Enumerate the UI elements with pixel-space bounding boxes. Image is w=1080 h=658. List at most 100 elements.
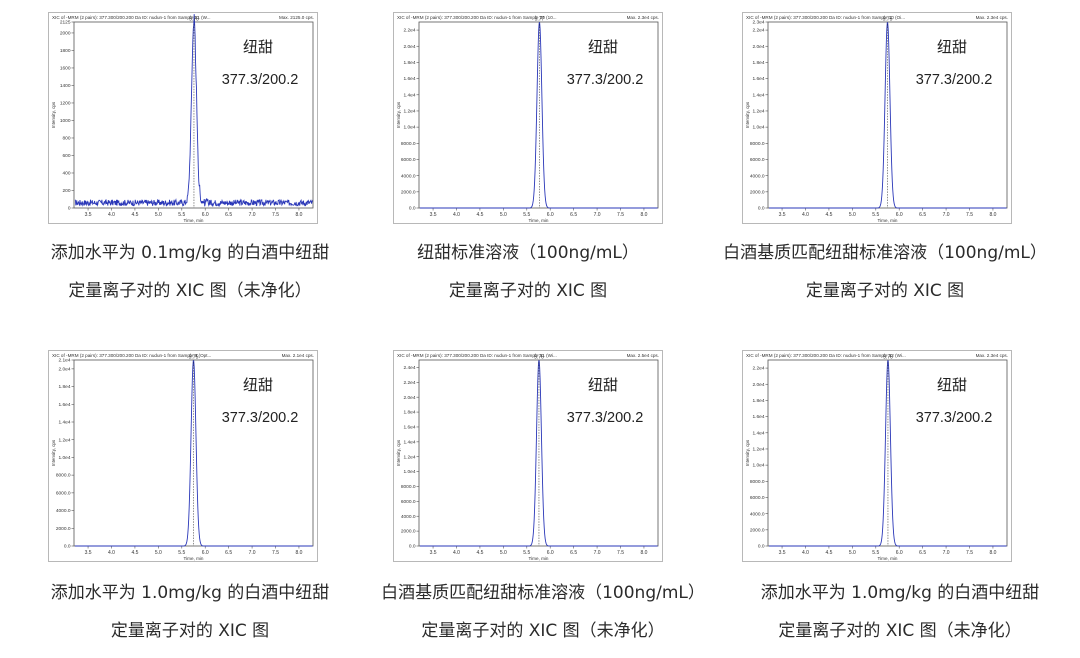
y-tick-label: 1.6e4 [58, 402, 70, 408]
y-tick-label: 1.2e4 [752, 109, 764, 115]
peak-rt-label: 5.75 [189, 355, 199, 361]
x-tick-label: 7.5 [617, 550, 624, 556]
y-tick-label: 1000 [60, 118, 71, 124]
caption-1-line-2: 定量离子对的 XIC 图（未净化） [68, 281, 312, 301]
x-tick-label: 4.5 [476, 212, 483, 218]
y-tick-label: 1.0e4 [752, 125, 764, 131]
y-tick-label: 2000.0 [401, 529, 416, 535]
y-tick-label: 2.0e4 [752, 382, 764, 388]
y-tick-label: 1.6e4 [752, 76, 764, 82]
caption-4: 添加水平为 1.0mg/kg 的白酒中纽甜 定量离子对的 XIC 图 [20, 574, 360, 650]
x-tick-label: 7.0 [249, 550, 256, 556]
chart-panel-1: XIC of -MRM (2 pairs): 377.300/200.200 D… [48, 12, 318, 224]
x-tick-label: 4.0 [802, 550, 809, 556]
y-tick-label: 1.8e4 [403, 60, 415, 66]
transition-label: 377.3/200.2 [567, 410, 644, 426]
y-tick-label: 2000.0 [750, 527, 765, 533]
x-tick-label: 6.0 [547, 212, 554, 218]
y-tick-label: 1.6e4 [403, 76, 415, 82]
y-tick-label: 4000.0 [56, 508, 71, 514]
x-tick-label: 6.5 [919, 550, 926, 556]
y-tick-label: 2.4e4 [403, 365, 415, 371]
y-tick-label: 6000.0 [56, 490, 71, 496]
transition-label: 377.3/200.2 [567, 72, 644, 88]
y-tick-label: 2.0e4 [403, 395, 415, 401]
x-tick-label: 4.5 [131, 212, 138, 218]
x-tick-label: 5.5 [523, 550, 530, 556]
y-tick-label: 2.2e4 [403, 28, 415, 34]
x-axis-label: Time, min [184, 218, 204, 223]
caption-6-line-1: 添加水平为 1.0mg/kg 的白酒中纽甜 [760, 583, 1040, 603]
y-axis-label: Intensity, cps [745, 101, 750, 128]
max-intensity-label: Max. 2125.0 cps. [279, 15, 314, 20]
x-tick-label: 7.0 [594, 212, 601, 218]
transition-label: 377.3/200.2 [222, 72, 299, 88]
xic-trace [768, 360, 1007, 547]
y-tick-label: 2.3e4 [752, 20, 764, 26]
chart-header: XIC of -MRM (2 pairs): 377.300/200.200 D… [397, 353, 557, 358]
y-tick-label: 600 [62, 153, 70, 159]
y-tick-label: 2000.0 [750, 189, 765, 195]
y-tick-label: 8000.0 [401, 141, 416, 147]
x-tick-label: 4.0 [108, 212, 115, 218]
xic-trace [419, 360, 658, 547]
y-tick-label: 1.4e4 [403, 92, 415, 98]
peak-rt-label: 5.76 [883, 355, 893, 361]
y-tick-label: 1.8e4 [58, 384, 70, 390]
y-tick-label: 4000.0 [401, 173, 416, 179]
x-tick-label: 7.0 [249, 212, 256, 218]
max-intensity-label: Max. 2.3e4 cps. [976, 15, 1008, 20]
x-tick-label: 5.5 [523, 212, 530, 218]
y-tick-label: 1600 [60, 66, 71, 72]
y-tick-label: 4000.0 [750, 511, 765, 517]
y-tick-label: 6000.0 [401, 499, 416, 505]
caption-5-line-2: 定量离子对的 XIC 图（未净化） [421, 621, 665, 641]
x-tick-label: 3.5 [430, 212, 437, 218]
plot-area [418, 21, 659, 209]
panel-frame [742, 12, 1012, 224]
x-tick-label: 8.0 [295, 212, 302, 218]
chart-panel-3: XIC of -MRM (2 pairs): 377.300/200.200 D… [742, 12, 1012, 224]
y-tick-label: 0.0 [409, 544, 416, 550]
x-tick-label: 5.5 [872, 212, 879, 218]
peak-rt-label: 5.75 [883, 17, 893, 23]
transition-label: 377.3/200.2 [916, 72, 993, 88]
x-tick-label: 6.5 [570, 550, 577, 556]
xic-chart-3: XIC of -MRM (2 pairs): 377.300/200.200 D… [742, 12, 1012, 224]
compound-name: 纽甜 [243, 38, 273, 56]
y-tick-label: 0.0 [758, 206, 765, 212]
y-tick-label: 2.0e4 [58, 366, 70, 372]
caption-3-line-2: 定量离子对的 XIC 图 [805, 281, 965, 301]
x-axis-label: Time, min [878, 218, 898, 223]
x-tick-label: 7.5 [272, 550, 279, 556]
x-tick-label: 4.0 [453, 550, 460, 556]
x-tick-label: 8.0 [640, 550, 647, 556]
compound-name: 纽甜 [243, 376, 273, 394]
x-tick-label: 7.5 [617, 212, 624, 218]
panel-frame [48, 12, 318, 224]
x-tick-label: 6.0 [202, 212, 209, 218]
x-tick-label: 6.0 [202, 550, 209, 556]
x-tick-label: 6.5 [225, 550, 232, 556]
y-tick-label: 1.0e4 [403, 125, 415, 131]
y-axis-label: Intensity, cps [51, 101, 56, 128]
x-tick-label: 8.0 [640, 212, 647, 218]
x-axis-label: Time, min [529, 556, 549, 561]
y-tick-label: 8000.0 [56, 473, 71, 479]
y-tick-label: 200 [62, 188, 70, 194]
caption-2: 纽甜标准溶液（100ng/mL） 定量离子对的 XIC 图 [358, 234, 698, 310]
y-tick-label: 1.8e4 [752, 398, 764, 404]
y-tick-label: 1.4e4 [752, 92, 764, 98]
compound-name: 纽甜 [937, 38, 967, 56]
y-tick-label: 0.0 [64, 544, 71, 550]
x-axis-label: Time, min [878, 556, 898, 561]
x-tick-label: 7.5 [966, 550, 973, 556]
panel-frame [393, 12, 663, 224]
y-tick-label: 1.4e4 [403, 439, 415, 445]
x-tick-label: 6.5 [919, 212, 926, 218]
x-tick-label: 6.5 [570, 212, 577, 218]
x-tick-label: 5.0 [849, 550, 856, 556]
y-tick-label: 1.2e4 [752, 447, 764, 453]
y-tick-label: 1.0e4 [752, 463, 764, 469]
y-tick-label: 1.0e4 [403, 469, 415, 475]
